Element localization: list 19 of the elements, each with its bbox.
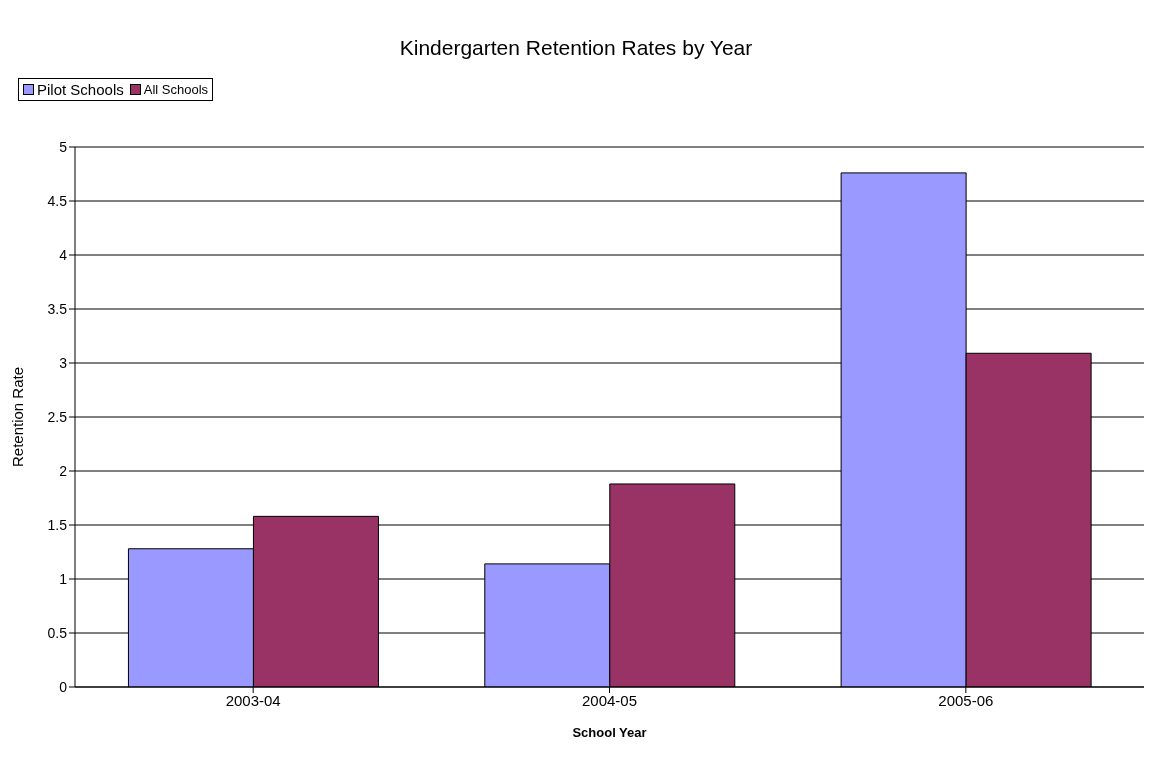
y-axis-title: Retention Rate — [9, 366, 27, 468]
y-tick-label: 2 — [59, 462, 68, 479]
y-tick-label: 3.5 — [47, 300, 68, 317]
y-tick-label: 5 — [59, 138, 68, 155]
y-tick-label: 3 — [59, 354, 68, 371]
y-tick-label: 1 — [59, 570, 68, 587]
x-tick-label: 2005-06 — [938, 691, 994, 709]
y-tick-label: 4 — [59, 246, 68, 263]
x-axis-title: School Year — [572, 725, 647, 740]
legend-label: All Schools — [143, 82, 209, 97]
legend-label: Pilot Schools — [37, 81, 124, 98]
chart-title: Kindergarten Retention Rates by Year — [398, 36, 754, 60]
y-tick-label: 0 — [59, 678, 68, 695]
y-tick-label: 4.5 — [47, 192, 68, 209]
y-tick-label: 1.5 — [47, 516, 68, 533]
y-tick-label: 2.5 — [47, 408, 68, 425]
x-tick-label: 2003-04 — [225, 691, 281, 709]
x-tick-label: 2004-05 — [581, 691, 638, 709]
y-tick-label: 0.5 — [47, 624, 68, 641]
